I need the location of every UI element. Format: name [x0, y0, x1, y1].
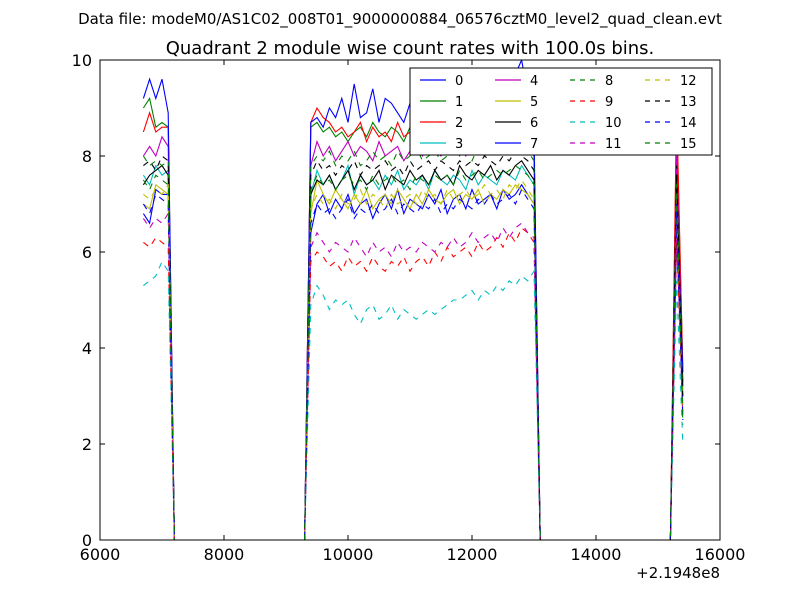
series-line-9 — [143, 227, 684, 540]
legend-entry-6: 6 — [495, 116, 538, 131]
y-tick-label: 8 — [82, 147, 92, 166]
y-tick-label: 0 — [82, 531, 92, 550]
legend-label: 7 — [530, 137, 538, 152]
legend-label: 3 — [455, 137, 463, 152]
legend-entry-15: 15 — [645, 137, 697, 152]
legend-entry-9: 9 — [570, 95, 613, 110]
legend-entry-13: 13 — [645, 95, 697, 110]
legend-label: 13 — [680, 95, 697, 110]
chart-title: Quadrant 2 module wise count rates with … — [166, 38, 655, 59]
legend-entry-12: 12 — [645, 74, 697, 89]
legend-entry-1: 1 — [420, 95, 463, 110]
series-line-13 — [143, 150, 684, 540]
legend-box — [409, 67, 713, 156]
legend-label: 1 — [455, 95, 463, 110]
legend-entry-5: 5 — [495, 95, 538, 110]
x-offset-label: +2.1948e8 — [636, 564, 720, 582]
legend-label: 10 — [605, 116, 622, 131]
y-tick-label: 4 — [82, 339, 92, 358]
legend-label: 9 — [605, 95, 613, 110]
legend-label: 14 — [680, 116, 697, 131]
legend-label: 8 — [605, 74, 613, 89]
y-tick-label: 10 — [72, 51, 92, 70]
series-line-5 — [143, 178, 684, 540]
figure-suptitle: Data file: modeM0/AS1C02_008T01_90000008… — [78, 10, 722, 29]
legend-entry-7: 7 — [495, 137, 538, 152]
legend-entry-3: 3 — [420, 137, 463, 152]
y-tick-label: 6 — [82, 243, 92, 262]
legend-entry-0: 0 — [420, 74, 463, 89]
x-tick-label: 10000 — [323, 545, 374, 564]
legend-label: 6 — [530, 116, 538, 131]
legend-label: 5 — [530, 95, 538, 110]
legend-label: 12 — [680, 74, 697, 89]
x-tick-label: 16000 — [695, 545, 746, 564]
x-tick-label: 8000 — [204, 545, 245, 564]
y-tick-label: 2 — [82, 435, 92, 454]
legend-label: 11 — [605, 137, 622, 152]
legend-entry-2: 2 — [420, 116, 463, 131]
plot-frame — [99, 59, 721, 541]
series-line-15 — [142, 164, 684, 540]
legend-label: 2 — [455, 116, 463, 131]
series-line-14 — [142, 188, 684, 540]
legend-entry-14: 14 — [645, 116, 697, 131]
legend-entry-8: 8 — [570, 74, 613, 89]
legend-label: 15 — [680, 137, 697, 152]
x-tick-label: 14000 — [571, 545, 622, 564]
x-tick-label: 6000 — [80, 545, 121, 564]
legend-label: 0 — [455, 74, 463, 89]
series-line-6 — [142, 159, 684, 540]
legend-entry-11: 11 — [570, 137, 622, 152]
legend-entry-4: 4 — [495, 74, 538, 89]
legend-entry-10: 10 — [570, 116, 622, 131]
legend-label: 4 — [530, 74, 538, 89]
x-tick-label: 12000 — [447, 545, 498, 564]
